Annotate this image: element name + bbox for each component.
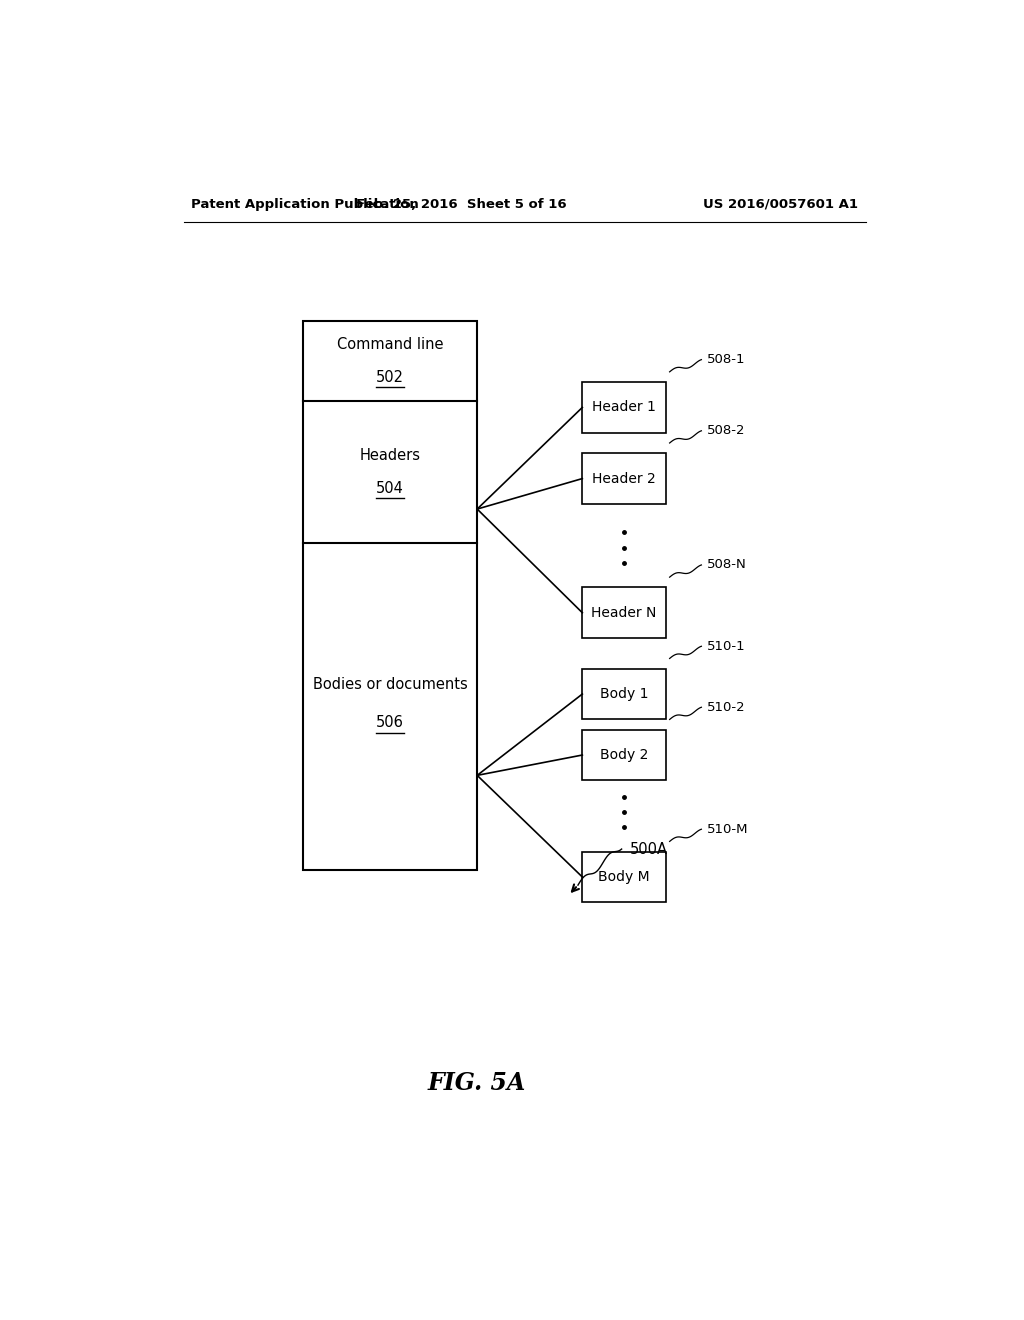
- Text: Body 2: Body 2: [600, 748, 648, 762]
- Text: Command line: Command line: [337, 337, 443, 352]
- Text: Bodies or documents: Bodies or documents: [312, 677, 467, 692]
- Bar: [583, 587, 666, 638]
- Text: 506: 506: [376, 715, 403, 730]
- Text: Header N: Header N: [591, 606, 656, 619]
- Text: 510-M: 510-M: [707, 822, 749, 836]
- Bar: [583, 453, 666, 504]
- Text: 502: 502: [376, 370, 403, 384]
- Text: Feb. 25, 2016  Sheet 5 of 16: Feb. 25, 2016 Sheet 5 of 16: [356, 198, 566, 211]
- Text: 508-2: 508-2: [707, 424, 745, 437]
- Text: Body M: Body M: [598, 870, 650, 884]
- Text: 510-2: 510-2: [707, 701, 745, 714]
- Text: 504: 504: [376, 480, 403, 496]
- Text: Patent Application Publication: Patent Application Publication: [191, 198, 419, 211]
- Text: 508-N: 508-N: [707, 558, 746, 572]
- Text: 508-1: 508-1: [707, 354, 745, 366]
- Bar: [583, 730, 666, 780]
- Bar: [583, 381, 666, 433]
- Bar: [583, 851, 666, 903]
- Text: FIG. 5A: FIG. 5A: [428, 1072, 526, 1096]
- Text: Body 1: Body 1: [600, 686, 648, 701]
- Bar: [303, 321, 477, 870]
- Text: Header 2: Header 2: [592, 471, 656, 486]
- Text: US 2016/0057601 A1: US 2016/0057601 A1: [703, 198, 858, 211]
- Text: Header 1: Header 1: [592, 400, 656, 414]
- Text: 510-1: 510-1: [707, 640, 745, 653]
- Text: 500A: 500A: [630, 842, 668, 857]
- Text: Headers: Headers: [359, 449, 421, 463]
- Bar: [583, 669, 666, 719]
